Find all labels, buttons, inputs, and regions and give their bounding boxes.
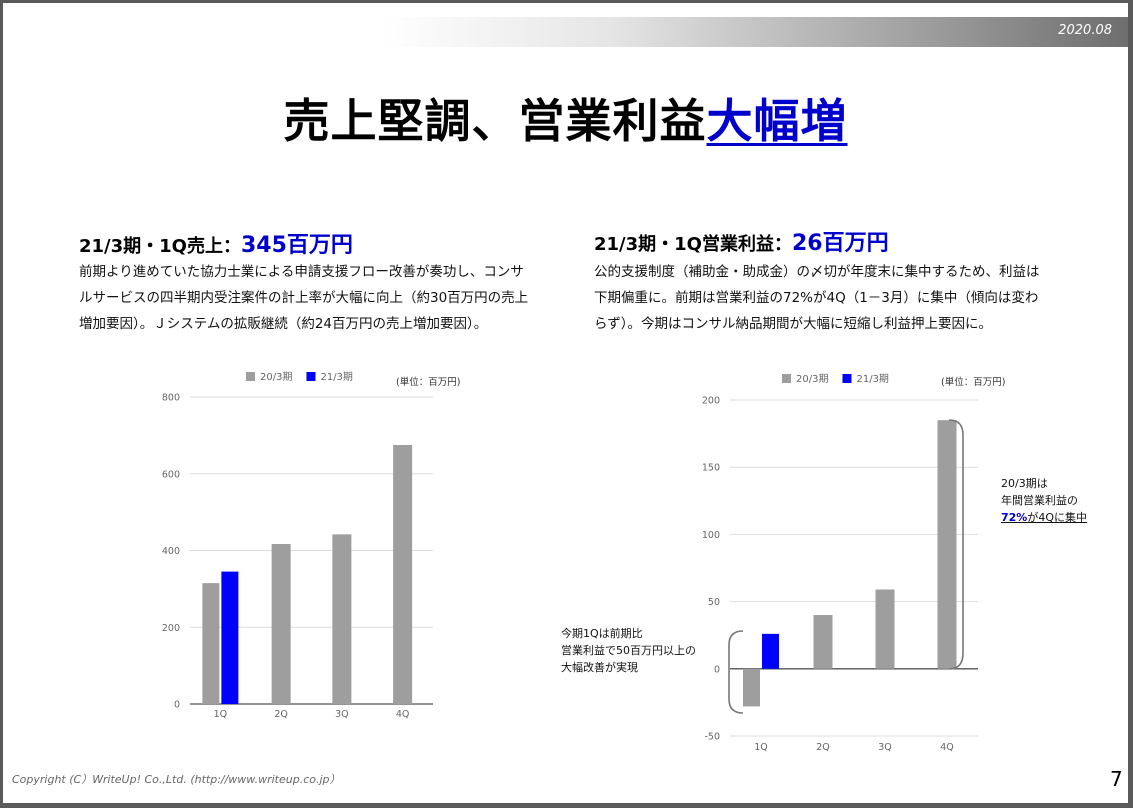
sales-chart-bar-1q-curr [221, 571, 239, 704]
sales-chart-y-tick-label: 600 [162, 469, 180, 480]
sales-chart-y-tick-label: 0 [174, 700, 180, 711]
sales-chart-unit-label: (単位：百万円) [396, 376, 460, 388]
profit-chart-bar-4q-prev [937, 420, 957, 669]
profit-chart-y-tick-label: -50 [704, 732, 720, 743]
sales-chart-x-tick-label: 1Q [214, 709, 228, 720]
sales-heading-label: 21/3期・1Q売上： [79, 236, 241, 257]
note-1q-line: 営業利益で50百万円以上の [561, 644, 696, 657]
sales-chart-x-tick-label: 2Q [274, 709, 288, 720]
note-4q-line: 72%が4Qに集中 [1001, 509, 1087, 526]
profit-chart-legend-swatch [782, 374, 791, 383]
profit-chart-legend-label: 20/3期 [796, 373, 828, 385]
sales-chart-bar-2q-prev [271, 543, 291, 704]
header-bar: 2020.08 [383, 17, 1128, 47]
profit-value: 26百万円 [791, 231, 889, 256]
sales-chart-bar-1q-prev [202, 583, 220, 704]
note-4q-tail: が4Qに集中 [1027, 511, 1088, 524]
profit-chart-x-tick-label: 4Q [940, 742, 954, 753]
sales-chart-y-tick-label: 200 [162, 623, 180, 634]
profit-chart-bar-1q-prev [743, 668, 760, 707]
note-1q: 今期1Qは前期比 営業利益で50百万円以上の 大幅改善が実現 [561, 625, 696, 676]
sales-description: 前期より進めていた協力士業による申請支援フロー改善が奏功し、コンサ ルサービスの… [79, 259, 569, 337]
sales-chart-legend-swatch [246, 372, 255, 381]
sales-heading: 21/3期・1Q売上：345百万円 [79, 227, 353, 259]
report-date: 2020.08 [1058, 23, 1112, 38]
profit-chart-x-tick-label: 1Q [754, 742, 768, 753]
sales-chart-legend-swatch [306, 372, 316, 381]
profit-chart-y-tick-label: 0 [714, 664, 720, 675]
profit-chart-unit-label: (単位：百万円) [941, 376, 1005, 388]
profit-line: 下期偏重に。前期は営業利益の72%が4Q（1－3月）に集中（傾向は変わ [594, 290, 1039, 306]
page-title: 売上堅調、営業利益大幅増 [3, 85, 1128, 151]
note-4q: 20/3期は 年間営業利益の 72%が4Qに集中 [1001, 475, 1087, 526]
profit-heading-label: 21/3期・1Q営業利益： [594, 234, 792, 255]
page-number: 7 [1110, 767, 1123, 791]
sales-chart: 0 200 400 600 800 1Q 2Q 3Q 4Q 20/3期 21/3期 (単位：百万円) -… [162, 371, 1006, 753]
sales-chart-bar-3q-prev [332, 534, 352, 704]
profit-chart-y-tick-label: 200 [702, 396, 720, 407]
profit-chart-bar-2q-prev [813, 615, 833, 669]
note-4q-line: 年間営業利益の [1001, 494, 1078, 507]
profit-chart-y-tick-label: 50 [708, 597, 720, 608]
note-1q-line: 大幅改善が実現 [561, 661, 638, 674]
profit-line: 公的支援制度（補助金・助成金）の〆切が年度末に集中するため、利益は [594, 264, 1040, 280]
profit-heading: 21/3期・1Q営業利益：26百万円 [594, 225, 889, 257]
note-4q-line: 20/3期は [1001, 477, 1048, 490]
profit-chart-x-tick-label: 3Q [878, 742, 892, 753]
sales-chart-x-tick-label: 3Q [335, 709, 349, 720]
profit-line: らず）。今期はコンサル納品期間が大幅に短縮し利益押上要因に。 [594, 316, 992, 332]
sales-line: ルサービスの四半期内受注案件の計上率が大幅に向上（約30百万円の売上 [79, 290, 529, 306]
sales-value: 345百万円 [240, 233, 353, 258]
profit-chart-bar-3q-prev [875, 589, 895, 669]
profit-chart-y-tick-label: 100 [702, 530, 720, 541]
profit-chart-y-tick-label: 150 [702, 463, 720, 474]
sales-chart-legend-label: 20/3期 [260, 371, 292, 383]
sales-chart-y-tick-label: 800 [162, 393, 180, 404]
sales-chart-legend-label: 21/3期 [320, 371, 352, 383]
sales-chart-y-tick-label: 400 [162, 546, 180, 557]
note-4q-pct: 72% [1001, 511, 1028, 524]
copyright: Copyright (C）WriteUp! Co.,Ltd. (http://w… [12, 773, 341, 786]
note-1q-line: 今期1Qは前期比 [561, 627, 643, 640]
profit-chart-legend-swatch [842, 374, 852, 383]
profit-chart-legend-label: 21/3期 [856, 373, 888, 385]
slide: 2020.08 売上堅調、営業利益大幅増 21/3期・1Q売上：345百万円 前… [3, 3, 1128, 803]
sales-chart-bar-4q-prev [393, 444, 413, 704]
sales-chart-x-tick-label: 4Q [396, 709, 410, 720]
sales-line: 前期より進めていた協力士業による申請支援フロー改善が奏功し、コンサ [79, 264, 524, 280]
profit-chart-x-tick-label: 2Q [816, 742, 830, 753]
bracket-1q [728, 630, 744, 714]
title-main: 売上堅調、営業利益 [283, 94, 707, 148]
profit-description: 公的支援制度（補助金・助成金）の〆切が年度末に集中するため、利益は 下期偏重に。… [594, 259, 1084, 337]
sales-line: 増加要因）。Ｊシステムの拡販継続（約24百万円の売上増加要因）。 [79, 316, 488, 332]
profit-chart-bar-1q-curr [762, 633, 779, 669]
title-highlight: 大幅増 [706, 94, 848, 148]
bracket-4q [948, 419, 964, 670]
